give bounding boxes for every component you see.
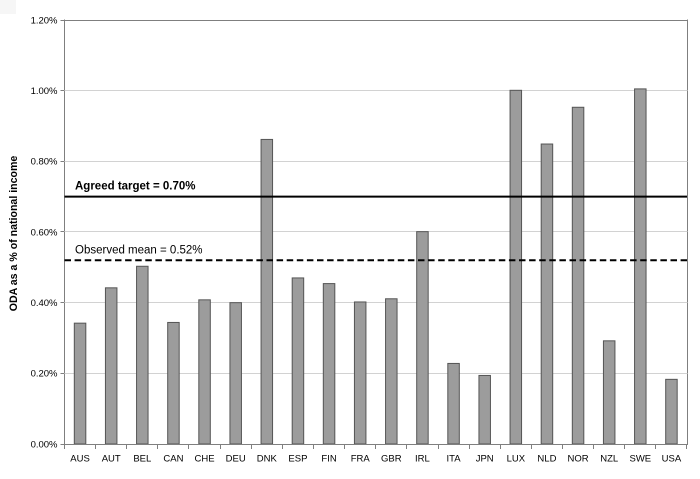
svg-text:Agreed target = 0.70%: Agreed target = 0.70% — [75, 181, 195, 193]
svg-text:0.20%: 0.20% — [31, 369, 58, 380]
svg-text:BEL: BEL — [133, 454, 151, 465]
svg-text:FRA: FRA — [351, 454, 371, 465]
svg-text:0.60%: 0.60% — [31, 227, 58, 238]
svg-text:SWE: SWE — [629, 454, 651, 465]
svg-text:NZL: NZL — [600, 454, 618, 465]
svg-text:LUX: LUX — [507, 454, 526, 465]
svg-text:0.00%: 0.00% — [31, 439, 58, 450]
svg-text:DEU: DEU — [226, 454, 246, 465]
svg-text:Observed mean = 0.52%: Observed mean = 0.52% — [75, 244, 203, 256]
svg-text:ESP: ESP — [288, 454, 307, 465]
svg-text:AUT: AUT — [102, 454, 121, 465]
svg-text:IRL: IRL — [415, 454, 430, 465]
svg-text:USA: USA — [662, 454, 682, 465]
svg-text:CAN: CAN — [163, 454, 183, 465]
svg-text:1.00%: 1.00% — [31, 86, 58, 97]
svg-text:AUS: AUS — [70, 454, 90, 465]
svg-text:NLD: NLD — [537, 454, 556, 465]
svg-text:0.80%: 0.80% — [31, 157, 58, 168]
svg-text:FIN: FIN — [321, 454, 336, 465]
svg-text:JPN: JPN — [476, 454, 494, 465]
svg-text:ITA: ITA — [447, 454, 462, 465]
svg-text:0.40%: 0.40% — [31, 298, 58, 309]
svg-text:DNK: DNK — [257, 454, 278, 465]
svg-text:NOR: NOR — [567, 454, 588, 465]
svg-text:GBR: GBR — [381, 454, 402, 465]
svg-text:ODA as a % of national income: ODA as a % of national income — [8, 156, 20, 312]
svg-text:CHE: CHE — [195, 454, 215, 465]
svg-text:1.20%: 1.20% — [31, 15, 58, 26]
